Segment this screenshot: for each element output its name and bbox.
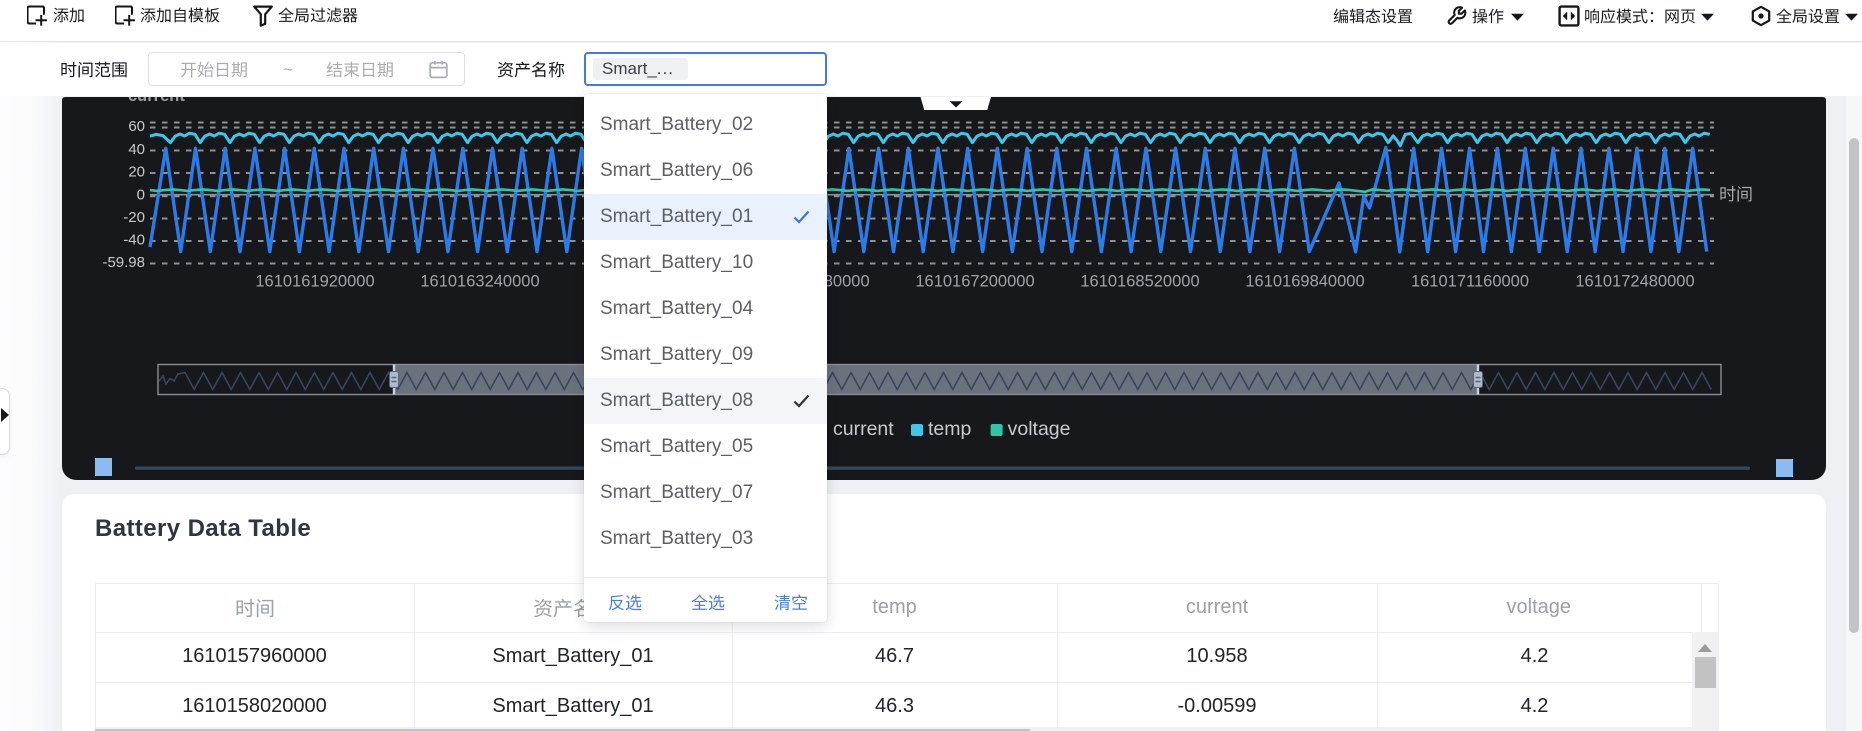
svg-text:1610168520000: 1610168520000	[1080, 273, 1199, 291]
svg-text:-59.98: -59.98	[102, 254, 145, 271]
svg-text:40: 40	[128, 141, 145, 158]
svg-text:60: 60	[128, 118, 145, 135]
svg-text:1610171160000: 1610171160000	[1411, 273, 1529, 291]
svg-text:1610167200000: 1610167200000	[915, 273, 1034, 291]
svg-text:0: 0	[137, 187, 145, 204]
svg-text:temp: temp	[928, 418, 972, 440]
svg-text:1610163240000: 1610163240000	[420, 273, 539, 291]
svg-text:1610161920000: 1610161920000	[255, 273, 374, 291]
svg-text:current: current	[833, 418, 894, 440]
svg-text:20: 20	[128, 164, 145, 181]
svg-text:-20: -20	[123, 209, 145, 226]
svg-text:-40: -40	[123, 232, 145, 249]
svg-text:1610172480000: 1610172480000	[1575, 273, 1694, 291]
svg-text:1610169840000: 1610169840000	[1245, 273, 1364, 291]
svg-text:current: current	[128, 97, 185, 105]
svg-text:voltage: voltage	[1008, 418, 1071, 440]
